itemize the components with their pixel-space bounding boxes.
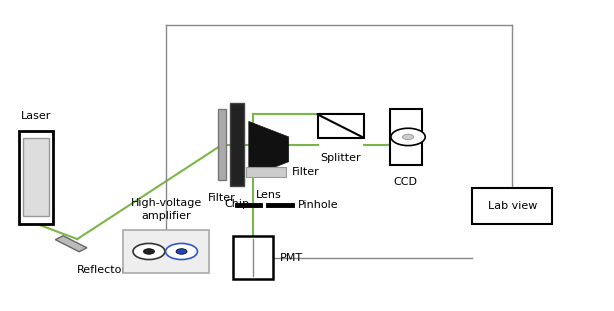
Text: Splitter: Splitter xyxy=(321,153,361,163)
Text: High-voltage: High-voltage xyxy=(130,198,202,208)
Bar xyxy=(390,109,422,165)
Text: CCD: CCD xyxy=(394,177,418,187)
Circle shape xyxy=(166,244,198,259)
Bar xyxy=(218,109,226,180)
Circle shape xyxy=(176,249,187,254)
Circle shape xyxy=(403,134,414,140)
Bar xyxy=(233,236,273,279)
Polygon shape xyxy=(249,121,289,177)
Bar xyxy=(246,167,286,177)
Text: Lab view: Lab view xyxy=(488,201,537,211)
Bar xyxy=(123,230,209,273)
Text: Filter: Filter xyxy=(292,167,319,177)
Bar xyxy=(19,131,53,224)
Circle shape xyxy=(133,244,165,259)
Polygon shape xyxy=(55,236,87,252)
Bar xyxy=(317,114,363,138)
Text: Chip: Chip xyxy=(225,199,250,209)
Text: Filter: Filter xyxy=(208,193,236,203)
Text: Reflector: Reflector xyxy=(77,265,127,276)
Bar xyxy=(472,188,552,224)
Circle shape xyxy=(391,128,426,146)
Text: Laser: Laser xyxy=(21,111,51,121)
Text: Lens: Lens xyxy=(256,190,282,200)
Circle shape xyxy=(144,249,155,254)
Text: amplifier: amplifier xyxy=(141,211,191,220)
Text: Pinhole: Pinhole xyxy=(298,200,338,210)
Bar xyxy=(23,138,49,216)
Bar xyxy=(230,103,244,187)
Text: PMT: PMT xyxy=(279,253,303,263)
